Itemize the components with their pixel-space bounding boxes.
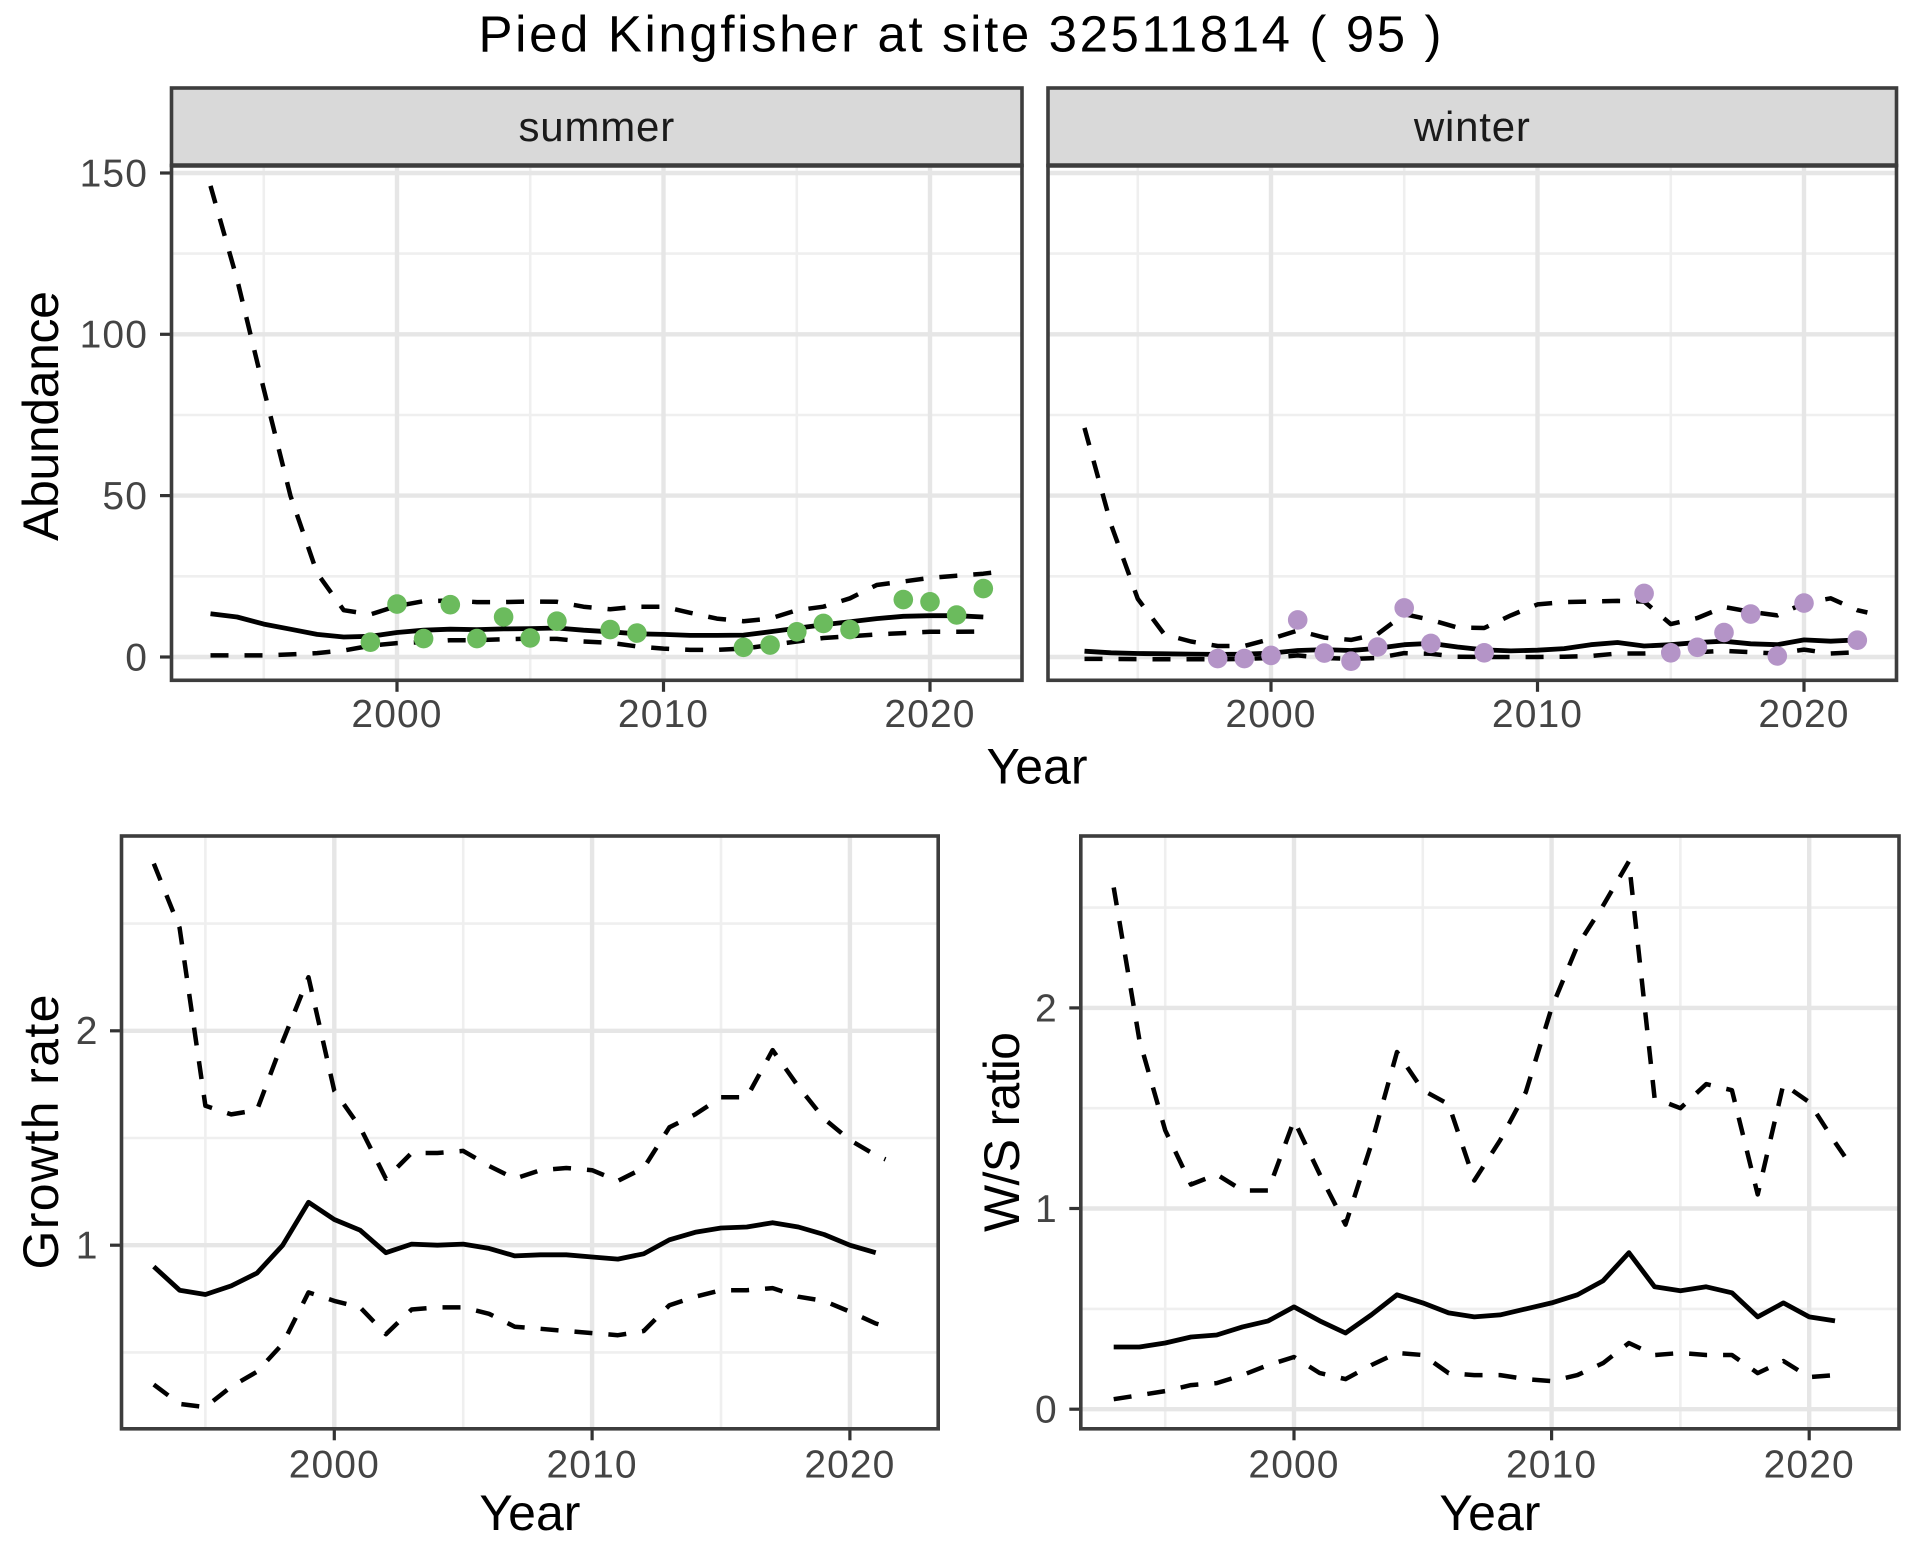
svg-text:150: 150 (80, 152, 148, 195)
svg-text:2020: 2020 (1764, 1444, 1855, 1487)
svg-text:Year: Year (479, 1485, 580, 1541)
svg-text:50: 50 (102, 475, 148, 518)
svg-text:winter: winter (1413, 103, 1531, 150)
svg-text:Year: Year (1439, 1485, 1540, 1541)
svg-text:2010: 2010 (1506, 1444, 1597, 1487)
svg-text:2000: 2000 (351, 693, 442, 736)
svg-text:2000: 2000 (289, 1444, 380, 1487)
svg-text:2000: 2000 (1248, 1444, 1339, 1487)
svg-text:2: 2 (76, 1010, 99, 1053)
svg-text:1: 1 (1035, 1188, 1058, 1231)
svg-text:2020: 2020 (1758, 693, 1849, 736)
svg-text:summer: summer (519, 103, 675, 150)
svg-text:0: 0 (125, 636, 148, 679)
svg-text:2: 2 (1035, 987, 1058, 1030)
svg-text:Growth rate: Growth rate (13, 995, 69, 1270)
svg-text:Pied Kingfisher at site 325118: Pied Kingfisher at site 32511814 ( 95 ) (479, 6, 1442, 63)
svg-text:2010: 2010 (1492, 693, 1583, 736)
svg-text:2010: 2010 (618, 693, 709, 736)
svg-text:0: 0 (1035, 1389, 1058, 1432)
svg-text:Abundance: Abundance (13, 291, 69, 541)
svg-text:W/S ratio: W/S ratio (974, 1032, 1030, 1232)
svg-text:2020: 2020 (804, 1444, 895, 1487)
svg-text:2020: 2020 (884, 693, 975, 736)
svg-text:2010: 2010 (547, 1444, 638, 1487)
svg-text:1: 1 (76, 1225, 99, 1268)
svg-text:Year: Year (986, 739, 1087, 795)
svg-text:2000: 2000 (1225, 693, 1316, 736)
svg-text:100: 100 (80, 314, 148, 357)
